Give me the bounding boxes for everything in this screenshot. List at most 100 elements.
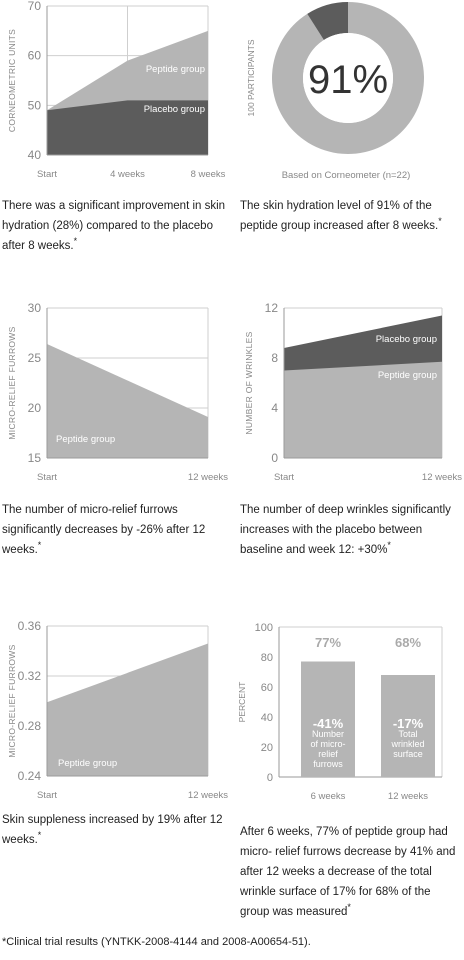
x-tick-label: Start bbox=[274, 472, 294, 483]
caption-donut: The skin hydration level of 91% of the p… bbox=[240, 196, 462, 236]
series-label: Peptide group bbox=[378, 370, 437, 381]
footnote-marker: * bbox=[37, 830, 42, 841]
x-tick-label: Start bbox=[37, 790, 57, 801]
area-peptide-group bbox=[47, 643, 208, 776]
x-tick-label: Start bbox=[37, 472, 57, 483]
percent-bar-chart: 0 20 40 60 80 100 PERCENT 77% -41% Number of micro… bbox=[232, 620, 464, 810]
donut-hole bbox=[303, 33, 393, 123]
series-label: Peptide group bbox=[58, 758, 117, 769]
caption-text: Skin suppleness increased by 19% after 1… bbox=[2, 814, 223, 846]
bar-inner-label: relief bbox=[318, 749, 338, 759]
y-tick-label: 40 bbox=[28, 148, 42, 162]
y-tick-label: 15 bbox=[28, 451, 42, 465]
x-tick-label: 12 weeks bbox=[188, 472, 228, 483]
caption-text: After 6 weeks, 77% of peptide group had … bbox=[240, 826, 456, 918]
donut-chart-svg: 91% 100 PARTICIPANTS Based on Corneometer … bbox=[246, 2, 424, 181]
y-tick-label: 0.24 bbox=[18, 769, 42, 783]
suppleness-chart-svg: 0.24 0.28 0.32 0.36 Start 12 weeks MICRO-RELIE… bbox=[7, 619, 228, 801]
x-tick-label: 12 weeks bbox=[188, 790, 228, 801]
y-tick-label: 50 bbox=[28, 98, 42, 112]
area-peptide-group bbox=[47, 344, 208, 458]
caption-text: There was a significant improvement in s… bbox=[2, 200, 226, 252]
x-tick-label: 12 weeks bbox=[422, 472, 462, 483]
x-tick-label: Start bbox=[37, 169, 57, 180]
caption-text: The number of deep wrinkles significantl… bbox=[240, 504, 451, 556]
donut-slice-9 bbox=[307, 2, 348, 41]
bar-inner-label: wrinkled bbox=[390, 739, 424, 749]
x-tick-label: 6 weeks bbox=[311, 791, 346, 802]
footnote-marker: * bbox=[37, 540, 42, 551]
bar-inner-label: Total bbox=[398, 729, 417, 739]
series-label: Placebo group bbox=[144, 104, 205, 115]
donut-note: Based on Corneometer (n=22) bbox=[282, 170, 411, 181]
y-axis-label: PERCENT bbox=[237, 682, 247, 723]
caption-wrinkles: The number of deep wrinkles significantl… bbox=[240, 500, 462, 560]
series-label: Placebo group bbox=[376, 334, 437, 345]
bar-inner-value: -17% bbox=[393, 716, 424, 731]
y-tick-label: 12 bbox=[265, 301, 279, 315]
area-peptide-group bbox=[284, 361, 442, 458]
y-tick-label: 0 bbox=[267, 772, 273, 784]
bar-6-weeks bbox=[301, 661, 355, 777]
caption-suppleness: Skin suppleness increased by 19% after 1… bbox=[2, 810, 227, 850]
hydration-donut-chart: 91% 100 PARTICIPANTS Based on Corneometer … bbox=[232, 0, 464, 190]
caption-hydration: There was a significant improvement in s… bbox=[2, 196, 227, 256]
donut-side-label: 100 PARTICIPANTS bbox=[246, 39, 256, 116]
hydration-area-chart: 40 50 60 70 Start 4 weeks 8 weeks CORNEOMETRIC … bbox=[0, 0, 232, 190]
bar-inner-label: surface bbox=[393, 749, 423, 759]
wrinkles-area-chart: 0 4 8 12 Start 12 weeks NUMBER OF WRINKLES Plac… bbox=[232, 300, 464, 490]
suppleness-area-chart: 0.24 0.28 0.32 0.36 Start 12 weeks MICRO-RELIE… bbox=[0, 619, 232, 810]
caption-text: The skin hydration level of 91% of the p… bbox=[240, 200, 439, 232]
caption-percent: After 6 weeks, 77% of peptide group had … bbox=[240, 822, 462, 922]
y-tick-label: 80 bbox=[261, 652, 273, 664]
bar-top-label: 68% bbox=[395, 635, 421, 650]
footnote-marker: * bbox=[73, 236, 78, 247]
y-tick-label: 20 bbox=[261, 742, 273, 754]
footnote-marker: * bbox=[347, 902, 351, 913]
donut-center-label: 91% bbox=[308, 58, 388, 102]
bar-inner-label: of micro- bbox=[310, 739, 345, 749]
x-tick-label: 12 weeks bbox=[388, 791, 428, 802]
y-tick-label: 0.36 bbox=[18, 619, 42, 633]
donut-slice-91 bbox=[272, 2, 424, 155]
y-tick-label: 8 bbox=[271, 351, 278, 365]
series-label: Peptide group bbox=[146, 64, 205, 75]
y-tick-label: 20 bbox=[28, 401, 42, 415]
wrinkles-chart-svg: 0 4 8 12 Start 12 weeks NUMBER OF WRINKLES Plac… bbox=[244, 301, 462, 483]
y-axis-label: NUMBER OF WRINKLES bbox=[244, 331, 254, 434]
y-tick-label: 25 bbox=[28, 351, 42, 365]
microrelief-area-chart: 15 20 25 30 Start 12 weeks MICRO-RELIEF FURROW… bbox=[0, 300, 232, 490]
y-tick-label: 100 bbox=[255, 622, 273, 634]
y-axis-label: MICRO-RELIEF FURROWS bbox=[7, 326, 17, 439]
microrelief-chart-svg: 15 20 25 30 Start 12 weeks MICRO-RELIEF FURROW… bbox=[7, 301, 228, 483]
y-tick-label: 60 bbox=[28, 49, 42, 63]
series-label: Peptide group bbox=[56, 434, 115, 445]
bar-inner-label: furrows bbox=[313, 759, 343, 769]
y-tick-label: 70 bbox=[28, 0, 42, 13]
y-tick-label: 0 bbox=[271, 451, 278, 465]
y-tick-label: 0.28 bbox=[18, 719, 42, 733]
y-tick-label: 30 bbox=[28, 301, 42, 315]
y-axis-label: CORNEOMETRIC UNITS bbox=[7, 29, 17, 132]
bar-inner-value: -41% bbox=[313, 716, 344, 731]
x-tick-label: 8 weeks bbox=[191, 169, 226, 180]
y-tick-label: 40 bbox=[261, 712, 273, 724]
footnote-marker: * bbox=[387, 540, 391, 551]
bar-inner-label: Number bbox=[312, 729, 344, 739]
y-axis-label: MICRO-RELIEF FURROWS bbox=[7, 644, 17, 757]
y-tick-label: 4 bbox=[271, 401, 278, 415]
x-tick-label: 4 weeks bbox=[110, 169, 145, 180]
footnote: *Clinical trial results (YNTKK-2008-4144… bbox=[2, 936, 311, 948]
hydration-chart-svg: 40 50 60 70 Start 4 weeks 8 weeks CORNEOMETRIC … bbox=[7, 0, 226, 180]
footnote-text: Clinical trial results (YNTKK-2008-4144 … bbox=[6, 936, 311, 948]
bar-top-label: 77% bbox=[315, 635, 341, 650]
bar-12-weeks bbox=[381, 675, 435, 777]
footnote-star: * bbox=[2, 936, 7, 948]
y-tick-label: 0.32 bbox=[18, 669, 42, 683]
y-tick-label: 60 bbox=[261, 682, 273, 694]
area-placebo-group bbox=[47, 100, 208, 155]
footnote-marker: * bbox=[438, 216, 442, 227]
caption-microrelief: The number of micro-relief furrows signi… bbox=[2, 500, 227, 560]
caption-text: The number of micro-relief furrows signi… bbox=[2, 504, 206, 556]
